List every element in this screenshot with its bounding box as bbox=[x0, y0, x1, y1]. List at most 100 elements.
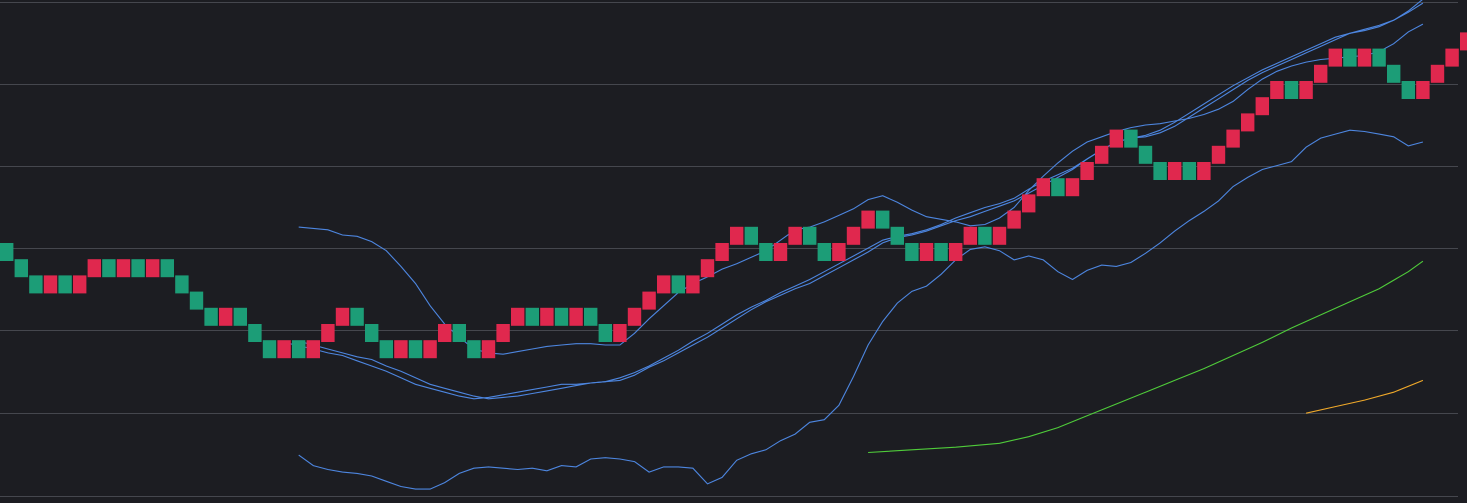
renko-brick-down bbox=[160, 259, 174, 278]
renko-brick-down bbox=[1387, 64, 1401, 83]
renko-brick-down bbox=[803, 226, 817, 245]
renko-brick-down bbox=[292, 340, 306, 359]
renko-brick-down bbox=[452, 324, 466, 342]
moving-average-orange-line bbox=[1305, 379, 1424, 414]
renko-brick-down bbox=[189, 291, 204, 310]
renko-brick-up bbox=[1022, 194, 1036, 213]
renko-brick-down bbox=[1372, 48, 1386, 67]
renko-brick-up bbox=[496, 324, 510, 342]
renko-brick-up bbox=[627, 307, 642, 326]
renko-brick-down bbox=[1153, 162, 1167, 180]
renko-brick-down bbox=[1051, 178, 1065, 197]
renko-brick-up bbox=[1168, 162, 1182, 180]
renko-brick-down bbox=[890, 226, 904, 245]
renko-brick-down bbox=[1401, 81, 1415, 99]
renko-brick-up bbox=[219, 307, 233, 326]
moving-average-green-line bbox=[868, 260, 1424, 454]
renko-brick-up bbox=[1007, 210, 1021, 229]
renko-brick-up bbox=[963, 226, 977, 245]
renko-brick-up bbox=[321, 324, 335, 342]
renko-brick-down bbox=[29, 275, 43, 294]
renko-brick-up bbox=[1065, 178, 1080, 197]
renko-brick-up bbox=[1095, 145, 1109, 164]
renko-brick-up bbox=[73, 275, 87, 294]
renko-brick-down bbox=[1124, 129, 1138, 148]
renko-brick-up bbox=[394, 340, 408, 359]
renko-brick-up bbox=[335, 307, 350, 326]
renko-brick-up bbox=[1241, 113, 1255, 132]
renko-brick-up bbox=[87, 259, 101, 278]
renko-brick-up bbox=[686, 275, 700, 294]
renko-brick-down bbox=[14, 259, 28, 278]
renko-brick-down bbox=[1138, 145, 1153, 164]
renko-brick-down bbox=[58, 275, 72, 294]
renko-brick-up bbox=[992, 226, 1007, 245]
renko-brick-up bbox=[657, 275, 671, 294]
renko-brick-up bbox=[1445, 48, 1459, 67]
bollinger-upper-line bbox=[298, 23, 1424, 355]
renko-brick-down bbox=[175, 275, 189, 294]
bollinger-lower-line bbox=[298, 129, 1424, 490]
renko-brick-down bbox=[1182, 162, 1196, 180]
renko-brick-up bbox=[1328, 48, 1342, 67]
renko-brick-up bbox=[306, 340, 320, 359]
renko-brick-up bbox=[1430, 64, 1445, 83]
renko-brick-up bbox=[715, 243, 729, 261]
moving-average-blue-line bbox=[283, 0, 1423, 400]
renko-brick-up bbox=[730, 226, 744, 245]
bollinger-middle-line bbox=[298, 2, 1424, 400]
renko-brick-down bbox=[204, 307, 218, 326]
renko-brick-down bbox=[467, 340, 481, 359]
renko-brick-down bbox=[554, 307, 569, 326]
renko-brick-up bbox=[116, 259, 131, 278]
indicator-lines bbox=[283, 0, 1424, 490]
renko-brick-down bbox=[1343, 48, 1357, 67]
renko-brick-up bbox=[1270, 81, 1284, 99]
renko-brick-down bbox=[1284, 81, 1299, 99]
renko-brick-down bbox=[876, 210, 890, 229]
renko-brick-up bbox=[43, 275, 58, 294]
renko-brick-down bbox=[365, 324, 379, 342]
renko-brick-down bbox=[671, 275, 685, 294]
renko-brick-up bbox=[1226, 129, 1240, 148]
renko-brick-up bbox=[1416, 81, 1430, 99]
renko-brick-up bbox=[481, 340, 496, 359]
renko-brick-up bbox=[788, 226, 802, 245]
renko-brick-up bbox=[146, 259, 160, 278]
renko-brick-down bbox=[598, 324, 612, 342]
grid-lines bbox=[0, 2, 1458, 497]
renko-brick-up bbox=[1255, 97, 1269, 116]
renko-brick-down bbox=[408, 340, 423, 359]
renko-brick-up bbox=[569, 307, 583, 326]
renko-brick-down bbox=[978, 226, 992, 245]
renko-brick-down bbox=[0, 243, 14, 261]
renko-brick-down bbox=[102, 259, 116, 278]
renko-brick-up bbox=[511, 307, 525, 326]
renko-brick-up bbox=[540, 307, 554, 326]
renko-brick-up bbox=[1357, 48, 1372, 67]
renko-brick-up bbox=[861, 210, 875, 229]
renko-brick-up bbox=[438, 324, 452, 342]
renko-brick-up bbox=[1314, 64, 1328, 83]
renko-brick-up bbox=[277, 340, 291, 359]
renko-brick-up bbox=[1109, 129, 1123, 148]
renko-brick-down bbox=[584, 307, 598, 326]
renko-brick-up bbox=[642, 291, 656, 310]
renko-bricks bbox=[0, 32, 1467, 359]
renko-brick-down bbox=[131, 259, 145, 278]
renko-brick-down bbox=[525, 307, 539, 326]
renko-brick-up bbox=[613, 324, 627, 342]
renko-brick-up bbox=[846, 226, 861, 245]
renko-brick-up bbox=[1036, 178, 1050, 197]
renko-brick-up bbox=[1080, 162, 1094, 180]
renko-brick-down bbox=[905, 243, 919, 261]
renko-brick-down bbox=[233, 307, 247, 326]
renko-brick-down bbox=[934, 243, 948, 261]
renko-brick-up bbox=[832, 243, 846, 261]
renko-brick-down bbox=[759, 243, 773, 261]
renko-brick-down bbox=[350, 307, 364, 326]
renko-brick-up bbox=[919, 243, 934, 261]
